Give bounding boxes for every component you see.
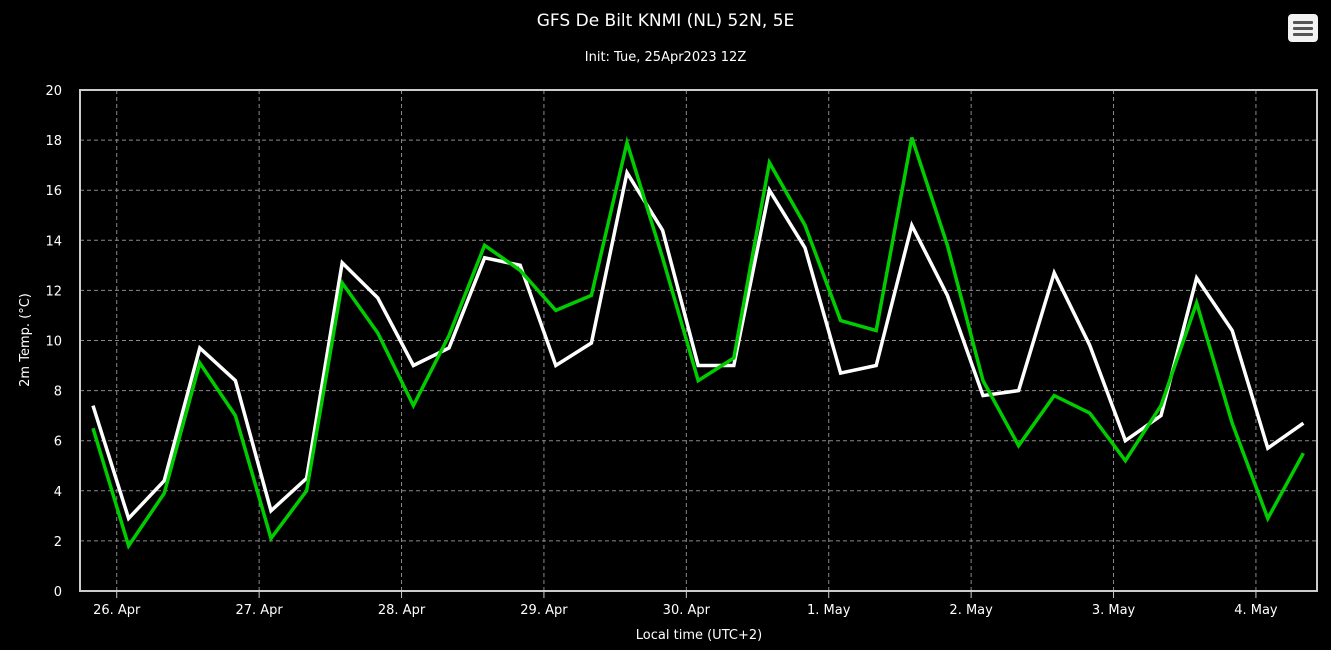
y-tick-label: 18	[45, 134, 62, 149]
x-tick-label: 2. May	[949, 603, 993, 618]
y-tick-label: 14	[45, 234, 62, 249]
chart-title: GFS De Bilt KNMI (NL) 52N, 5E	[536, 11, 795, 31]
y-tick-label: 20	[45, 84, 62, 99]
x-tick-labels: 26. Apr 27. Apr 28. Apr 29. Apr 30. Apr 1. Ma…	[93, 591, 1278, 618]
x-tick-label: 29. Apr	[520, 603, 568, 618]
series-line-1	[91, 135, 1305, 550]
series-line-0	[91, 168, 1305, 522]
chart-menu-button[interactable]	[1288, 14, 1318, 42]
y-tick-label: 6	[54, 435, 62, 450]
y-tick-label: 10	[45, 335, 62, 350]
x-tick-label: 4. May	[1234, 603, 1278, 618]
x-tick-label: 30. Apr	[663, 603, 711, 618]
y-tick-labels: 0 2 4 6 8 10 12 14 16 18 20	[45, 84, 62, 600]
chart-subtitle: Init: Tue, 25Apr2023 12Z	[584, 50, 747, 65]
y-tick-label: 4	[54, 485, 62, 500]
x-tick-label: 27. Apr	[235, 603, 283, 618]
y-tick-label: 16	[45, 184, 62, 199]
x-tick-label: 1. May	[807, 603, 851, 618]
y-tick-label: 2	[54, 535, 62, 550]
x-tick-label: 28. Apr	[378, 603, 426, 618]
y-tick-label: 12	[45, 284, 62, 299]
y-tick-label: 0	[54, 585, 62, 600]
series-lines	[91, 135, 1305, 550]
y-tick-label: 8	[54, 385, 62, 400]
plot-border	[79, 89, 1318, 592]
x-tick-label: 26. Apr	[93, 603, 141, 618]
y-axis-label: 2m Temp. (°C)	[18, 293, 33, 387]
x-tick-label: 3. May	[1092, 603, 1136, 618]
x-axis-label: Local time (UTC+2)	[636, 628, 762, 643]
